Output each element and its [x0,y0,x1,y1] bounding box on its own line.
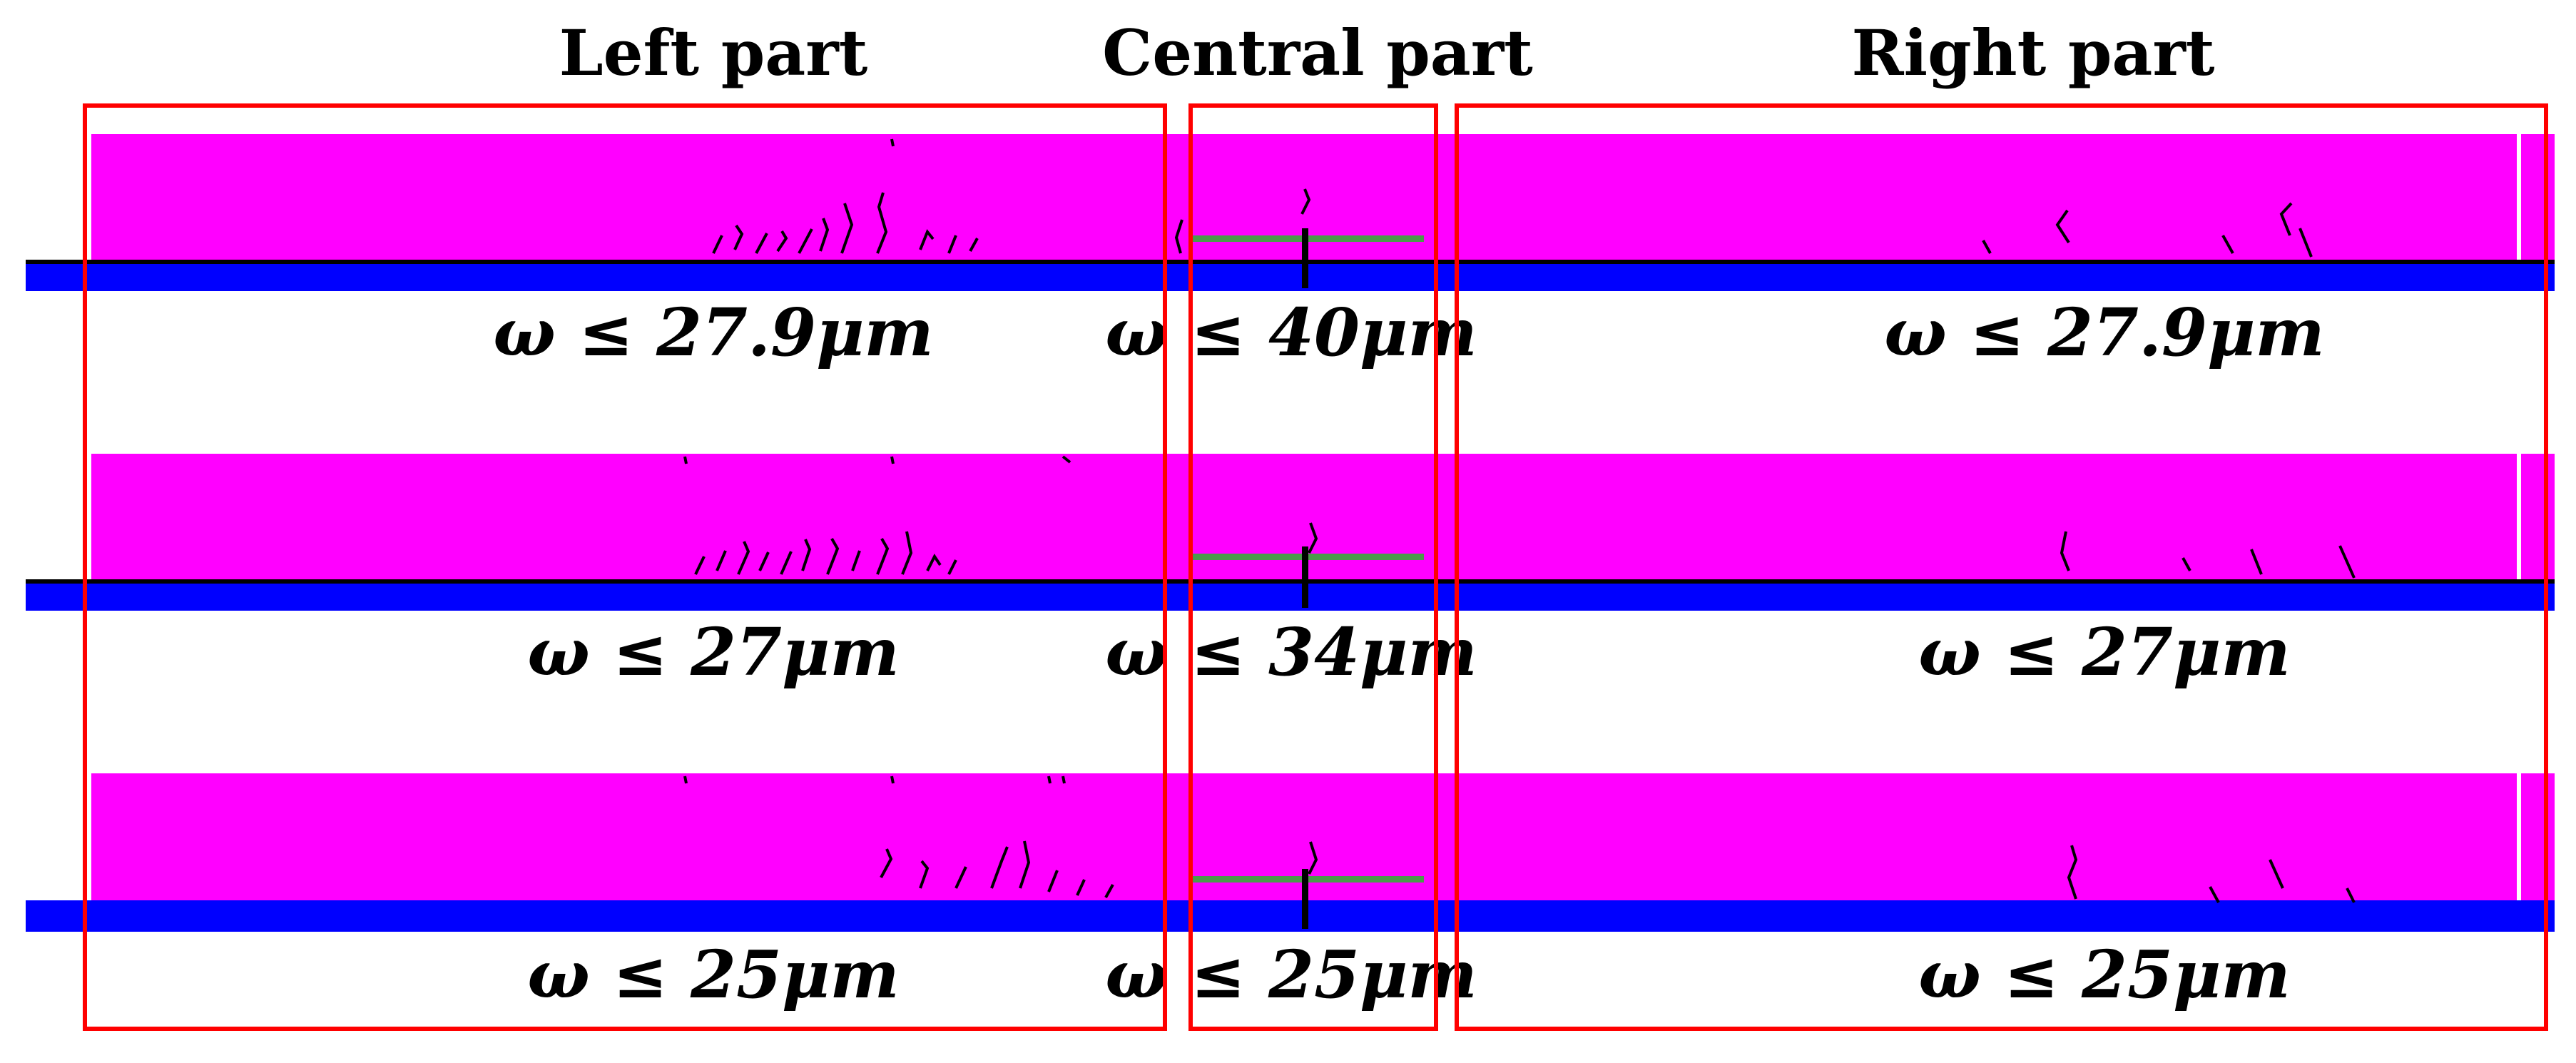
beam-divider [2517,454,2521,581]
gauge-bar [1193,876,1424,883]
title-left-part: Left part [559,16,868,90]
crack-width-right: ω ≤ 27μm [1918,614,2291,691]
crack-width-central: ω ≤ 34μm [1105,614,1477,691]
cracks-row1-left [712,138,979,254]
support-line [26,579,2555,611]
left-part-box [83,103,1167,1031]
gauge-bar [1193,235,1424,242]
crack-width-central: ω ≤ 25μm [1105,936,1477,1013]
gauge-probe [1302,228,1308,288]
central-part-box [1188,103,1438,1031]
right-part-box [1455,103,2548,1031]
beam-divider [2517,773,2521,902]
title-right-part: Right part [1851,16,2215,90]
support-line [26,900,2555,932]
support-line [26,260,2555,291]
gauge-probe [1302,869,1308,929]
crack-width-central: ω ≤ 40μm [1105,294,1477,371]
beam-divider [2517,134,2521,261]
crack-width-left: ω ≤ 27.9μm [493,294,934,371]
gauge-bar [1193,554,1424,560]
crack-width-left: ω ≤ 25μm [527,936,900,1013]
crack-width-right: ω ≤ 25μm [1918,936,2291,1013]
crack-width-left: ω ≤ 27μm [527,614,900,691]
title-central-part: Central part [1102,16,1533,90]
crack-width-right: ω ≤ 27.9μm [1884,294,2325,371]
gauge-probe [1302,546,1308,608]
